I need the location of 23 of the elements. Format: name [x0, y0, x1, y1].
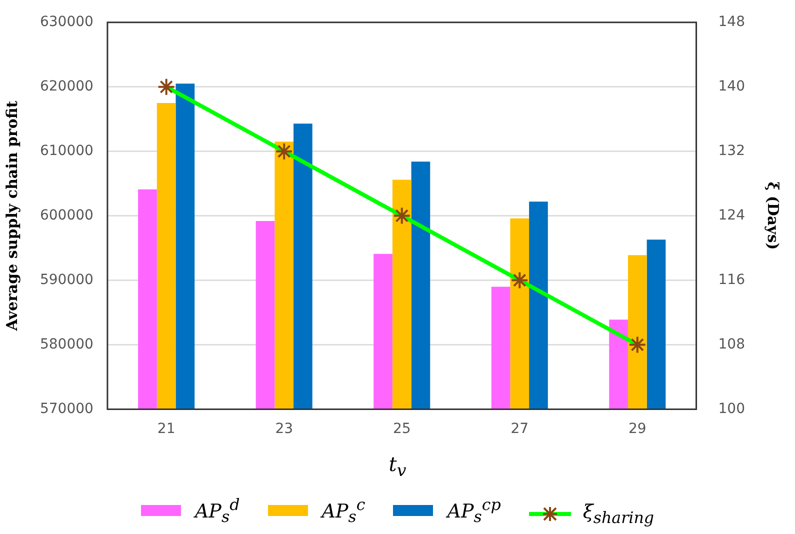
- y2-tick-label: 116: [718, 272, 746, 288]
- x-tick-label: 29: [628, 421, 646, 438]
- legend-label: ξ$_{sharing}$: [582, 501, 654, 527]
- y2-tick-label: 132: [718, 142, 746, 159]
- x-tick-label: 25: [392, 421, 411, 438]
- y2-tick-label: 108: [718, 336, 746, 352]
- y-tick-label: 590000: [40, 272, 94, 288]
- y2-tick-label: 148: [718, 14, 746, 30]
- x-tick-label: 27: [510, 421, 529, 438]
- y-tick-label: 600000: [40, 207, 94, 224]
- y-tick-label: 610000: [40, 142, 94, 159]
- y-axis-title: Average supply chain profit: [2, 100, 21, 332]
- y2-tick-label: 100: [718, 400, 746, 417]
- y-tick-label: 620000: [40, 78, 94, 95]
- y-tick-label: 580000: [40, 336, 94, 352]
- x-tick-label: 23: [275, 421, 294, 438]
- y2-tick-label: 124: [718, 207, 746, 224]
- y-tick-label: 570000: [40, 400, 94, 417]
- x-tick-label: 21: [157, 421, 176, 438]
- y-tick-label: 630000: [40, 14, 94, 30]
- y2-tick-label: 140: [718, 78, 746, 95]
- x-axis-title: t$_{v}$: [388, 452, 408, 480]
- y2-axis-title: ξ (Days): [764, 182, 782, 250]
